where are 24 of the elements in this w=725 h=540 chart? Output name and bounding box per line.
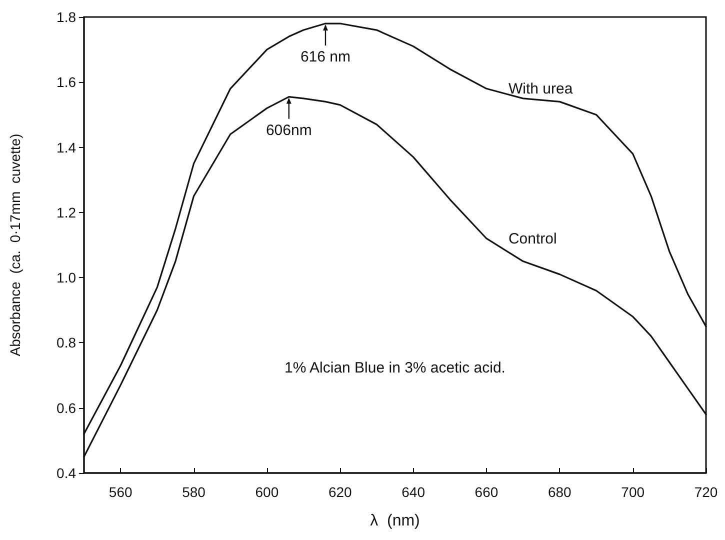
x-tick-label: 680 (548, 484, 572, 500)
annotation: 606nm (266, 122, 312, 139)
y-tick-label: 1.6 (56, 74, 76, 90)
y-tick-label: 0.8 (56, 334, 76, 351)
y-tick-label: 1.8 (56, 9, 76, 25)
annotation: 616 nm (300, 48, 351, 66)
x-tick-label: 580 (182, 484, 206, 500)
series-label: Control (508, 230, 557, 248)
x-tick-label: 600 (255, 484, 279, 500)
y-tick-label: 1.0 (56, 270, 76, 286)
y-tick-label: 0.4 (56, 465, 76, 481)
x-tick-label: 620 (328, 484, 352, 500)
y-tick-label: 1.4 (56, 139, 76, 156)
y-axis-title: Absorbance (ca. 0·17mm cuvette) (7, 134, 23, 356)
x-tick-label: 560 (108, 484, 132, 500)
y-tick-label: 0.6 (56, 400, 76, 416)
annotation: 1% Alcian Blue in 3% acetic acid. (284, 360, 506, 377)
x-axis-title: λ (nm) (370, 512, 420, 530)
x-tick-label: 660 (474, 484, 498, 500)
series-label: With urea (508, 80, 574, 98)
x-tick-label: 720 (694, 484, 718, 500)
y-tick-label: 1.2 (56, 204, 76, 220)
x-tick-label: 640 (402, 484, 426, 500)
x-tick-label: 700 (621, 484, 645, 500)
